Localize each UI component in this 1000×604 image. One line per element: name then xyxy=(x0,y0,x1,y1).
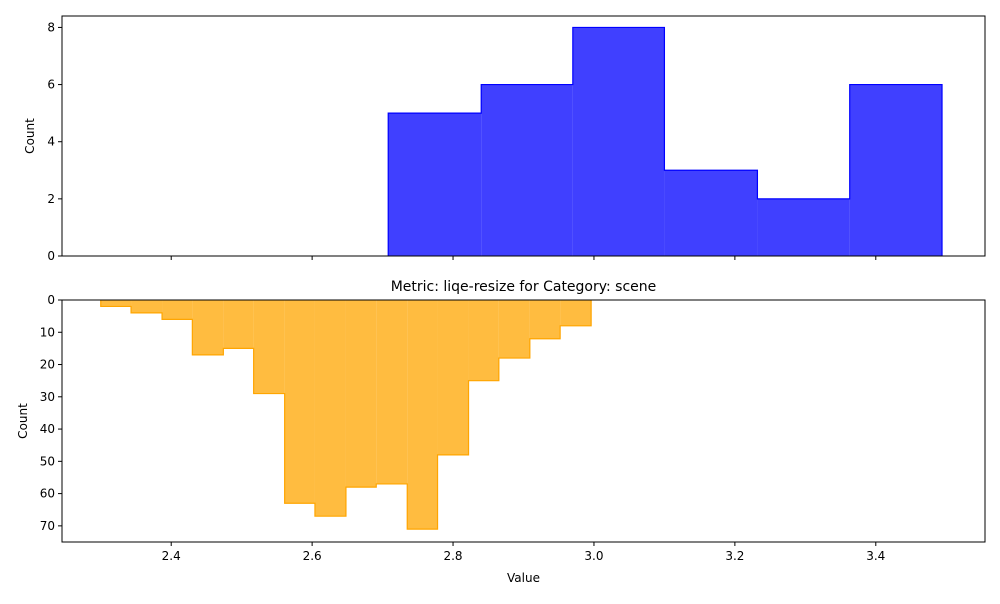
bottom-histogram-bar xyxy=(529,300,561,339)
bottom-x-axis-ticks: 2.4 2.6 2.8 3.0 3.2 3.4 xyxy=(162,542,885,563)
bottom-y-axis-label: Count xyxy=(16,403,30,439)
bottom-panel: Metric: liqe-resize for Category: scene … xyxy=(16,279,986,585)
bottom-x-tick-label: 2.4 xyxy=(162,549,181,563)
top-panel: 0 2 4 6 8 Count xyxy=(23,15,986,263)
bottom-y-tick-label: 30 xyxy=(40,390,55,404)
bottom-x-tick-label: 3.2 xyxy=(725,549,744,563)
top-histogram-bar xyxy=(664,170,758,256)
bottom-y-axis-ticks: 0 10 20 30 40 50 60 70 xyxy=(40,293,62,533)
bottom-chart-title: Metric: liqe-resize for Category: scene xyxy=(391,279,657,295)
top-histogram-bar xyxy=(757,198,850,256)
bottom-x-tick-label: 3.4 xyxy=(866,549,885,563)
bottom-y-tick-label: 20 xyxy=(40,358,55,372)
top-histogram-bar xyxy=(388,113,482,257)
bottom-histogram-bar xyxy=(376,300,408,484)
top-histogram-bar xyxy=(572,27,665,256)
top-y-tick-label: 0 xyxy=(47,249,55,263)
bottom-x-axis-label: Value xyxy=(507,571,540,585)
bottom-histogram-bar xyxy=(100,300,132,307)
bottom-histogram-bars xyxy=(100,300,592,530)
bottom-y-tick-label: 0 xyxy=(47,293,55,307)
bottom-histogram-bar xyxy=(131,300,163,313)
bottom-histogram-bar xyxy=(437,300,469,455)
top-y-tick-label: 2 xyxy=(47,192,55,206)
bottom-y-tick-label: 70 xyxy=(40,519,55,533)
bottom-histogram-bar xyxy=(407,300,438,530)
top-y-tick-label: 8 xyxy=(47,20,55,34)
top-x-axis-ticks xyxy=(170,256,877,260)
bottom-histogram-bar xyxy=(468,300,499,381)
bottom-x-tick-label: 2.8 xyxy=(443,549,462,563)
bottom-y-tick-label: 40 xyxy=(40,422,55,436)
bottom-histogram-outline xyxy=(100,300,592,530)
bottom-axes-frame xyxy=(61,299,986,543)
top-axes-frame xyxy=(61,15,986,257)
top-y-axis-label: Count xyxy=(23,118,37,154)
bottom-x-tick-label: 3.0 xyxy=(584,549,603,563)
bottom-histogram-bar xyxy=(345,300,377,488)
top-histogram-bar xyxy=(481,84,573,256)
bottom-y-tick-label: 60 xyxy=(40,487,55,501)
top-histogram-bar xyxy=(849,84,943,256)
bottom-histogram-bar xyxy=(253,300,285,394)
top-y-tick-label: 6 xyxy=(47,78,55,92)
bottom-histogram-bar xyxy=(314,300,346,517)
top-histogram-outline xyxy=(387,26,943,256)
bottom-histogram-bar xyxy=(223,300,254,349)
top-y-tick-label: 4 xyxy=(47,135,55,149)
bottom-histogram-bar xyxy=(162,300,193,320)
bottom-y-tick-label: 50 xyxy=(40,454,55,468)
bottom-y-tick-label: 10 xyxy=(40,325,55,339)
bottom-histogram-bar xyxy=(498,300,530,359)
top-y-axis-ticks: 0 2 4 6 8 xyxy=(47,20,62,263)
bottom-x-tick-label: 2.6 xyxy=(303,549,322,563)
bottom-histogram-bar xyxy=(192,300,224,355)
bottom-histogram-bar xyxy=(284,300,315,504)
top-histogram-bars xyxy=(387,26,943,257)
bottom-histogram-bar xyxy=(560,300,592,326)
